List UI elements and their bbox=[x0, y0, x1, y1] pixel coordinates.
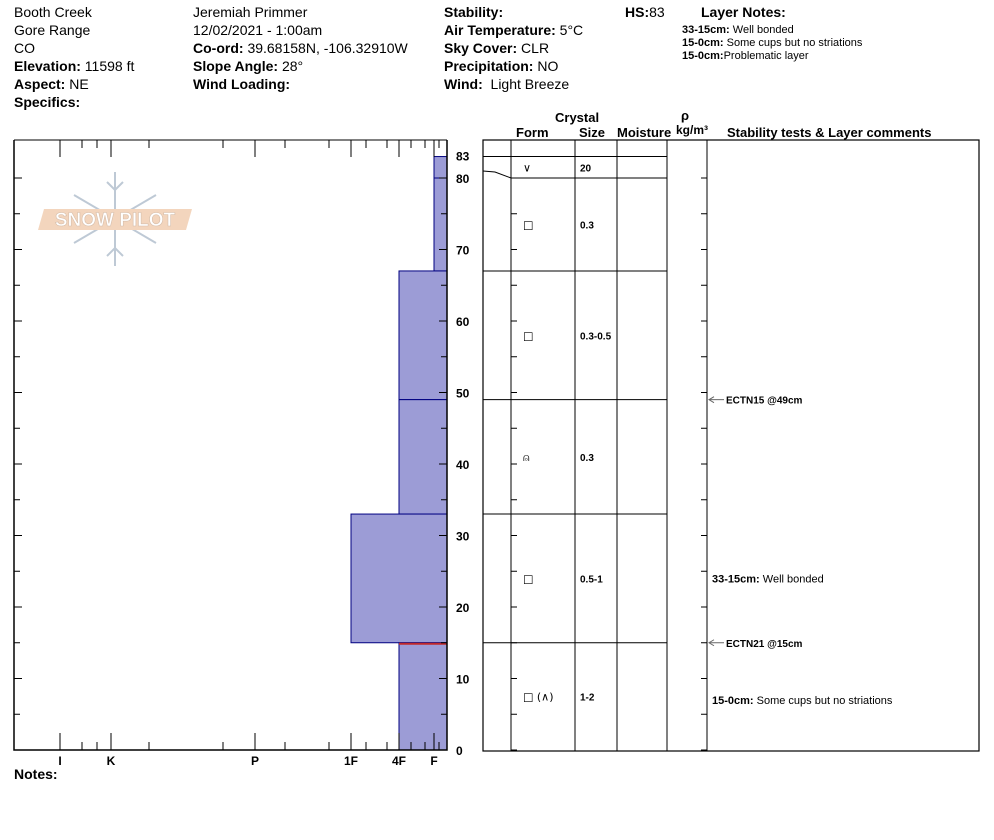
crystal-form: □ (∧) bbox=[523, 690, 554, 703]
location: Booth Creek bbox=[14, 4, 92, 20]
hardness-tick-label: K bbox=[107, 754, 116, 768]
crystal-form: □ bbox=[523, 572, 533, 585]
crystal-size: 1-2 bbox=[580, 692, 595, 703]
wind: Wind: Light Breeze bbox=[444, 76, 570, 92]
crystal-form: ⍝ bbox=[523, 451, 530, 464]
size-header: Size bbox=[579, 125, 606, 140]
layer-note: 33-15cm: Well bonded bbox=[682, 24, 794, 36]
hardness-tick-label: 4F bbox=[392, 754, 406, 768]
snow-pilot-logo: SNOW PILOT bbox=[38, 172, 192, 266]
density-header: kg/m³ bbox=[676, 123, 709, 137]
hardness-bar bbox=[398, 642, 448, 751]
test-arrow-head-icon bbox=[708, 639, 715, 647]
depth-tick-label: 30 bbox=[456, 530, 470, 544]
hardness-tick-label: 1F bbox=[344, 754, 358, 768]
crystal-size: 0.5-1 bbox=[580, 574, 603, 585]
layer-note: 15-0cm: Some cups but no striations bbox=[682, 37, 863, 49]
test-arrow-head-icon bbox=[708, 396, 715, 404]
crystal-size: 0.3 bbox=[580, 453, 594, 464]
slope: Slope Angle: 28° bbox=[193, 58, 304, 74]
notes-label: Notes: bbox=[14, 766, 58, 782]
wind-loading-label: Wind Loading: bbox=[193, 76, 291, 92]
depth-tick-label: 60 bbox=[456, 315, 470, 329]
crystal-size: 20 bbox=[580, 163, 592, 174]
air-temp: Air Temperature: 5°C bbox=[444, 22, 584, 38]
layer-table-frame bbox=[482, 139, 980, 752]
logo-text: SNOW PILOT bbox=[55, 210, 176, 231]
crystal-form: □ bbox=[523, 329, 533, 342]
hardness-tick-label: I bbox=[58, 754, 61, 768]
stability-test-label: ECTN15 @49cm bbox=[726, 396, 803, 407]
crystal-size: 0.3-0.5 bbox=[580, 331, 612, 342]
depth-tick-label: 20 bbox=[456, 601, 470, 615]
layer-note: 15-0cm:Problematic layer bbox=[682, 50, 809, 62]
rho-header: ρ bbox=[681, 108, 690, 123]
profile-frame bbox=[13, 140, 448, 751]
hs: HS:83 bbox=[625, 4, 665, 20]
depth-tick-label: 80 bbox=[456, 172, 470, 186]
depth-tick-label: 10 bbox=[456, 673, 470, 687]
depth-tick-label: 50 bbox=[456, 387, 470, 401]
stability-label: Stability: bbox=[444, 4, 504, 20]
layer-comment: 15-0cm: Some cups but no striations bbox=[712, 695, 893, 707]
hardness-bar bbox=[398, 399, 448, 515]
sky-cover: Sky Cover: CLR bbox=[444, 40, 550, 56]
hardness-bar bbox=[398, 270, 448, 401]
depth-tick-label: 70 bbox=[456, 244, 470, 258]
layer-boundary bbox=[482, 170, 667, 179]
hardness-bar bbox=[433, 156, 448, 179]
layer-comment: 33-15cm: Well bonded bbox=[712, 573, 824, 585]
crystal-form: ∨ bbox=[523, 161, 531, 174]
range: Gore Range bbox=[14, 22, 91, 38]
crystal-size: 0.3 bbox=[580, 220, 594, 231]
coord: Co-ord: 39.68158N, -106.32910W bbox=[193, 40, 408, 56]
observer: Jeremiah Primmer bbox=[193, 4, 308, 20]
elevation: Elevation: 11598 ft bbox=[14, 58, 135, 74]
form-header: Form bbox=[516, 125, 549, 140]
moisture-header: Moisture bbox=[617, 125, 672, 140]
aspect: Aspect: NE bbox=[14, 76, 89, 92]
stability-test-label: ECTN21 @15cm bbox=[726, 639, 803, 650]
datetime: 12/02/2021 - 1:00am bbox=[193, 22, 323, 38]
hardness-bar bbox=[433, 177, 448, 272]
hardness-bar bbox=[350, 513, 448, 644]
specifics-label: Specifics: bbox=[14, 94, 81, 110]
crystal-header: Crystal bbox=[555, 110, 600, 125]
state: CO bbox=[14, 40, 35, 56]
crystal-form: □ bbox=[523, 218, 533, 231]
comments-header: Stability tests & Layer comments bbox=[727, 125, 932, 140]
precipitation: Precipitation: NO bbox=[444, 58, 559, 74]
depth-tick-label: 40 bbox=[456, 458, 470, 472]
hardness-tick-label: F bbox=[430, 754, 437, 768]
depth-tick-label: 83 bbox=[456, 150, 470, 164]
hardness-tick-label: P bbox=[251, 754, 259, 768]
depth-tick-label: 0 bbox=[456, 744, 463, 758]
layer-notes-label: Layer Notes: bbox=[701, 4, 786, 20]
